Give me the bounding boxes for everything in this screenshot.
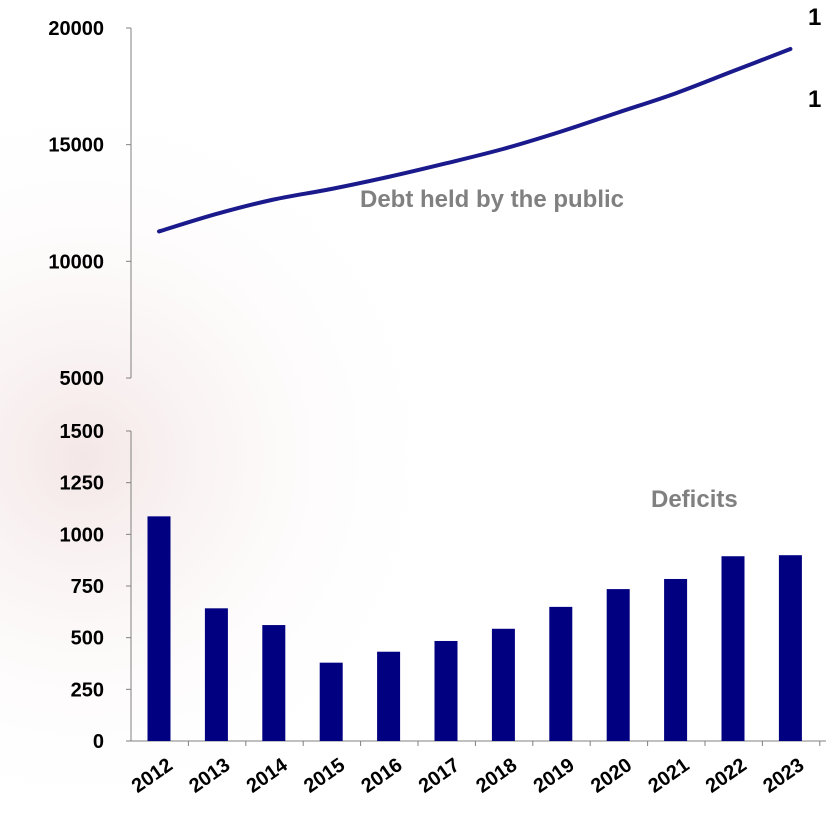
deficit-bar <box>262 625 286 741</box>
deficit-bar <box>778 555 802 741</box>
x-tick-label: 2012 <box>128 754 177 798</box>
deficit-bar <box>491 628 515 741</box>
x-tick-label: 2020 <box>587 754 636 798</box>
deficit-annotation: Deficits <box>651 486 738 513</box>
deficit-bar <box>147 516 171 741</box>
debt-y-tick-label: 10000 <box>48 251 104 273</box>
deficit-bar <box>319 662 343 741</box>
x-tick-label: 2019 <box>530 754 579 798</box>
x-tick-label: 2023 <box>759 754 808 798</box>
x-tick-label: 2013 <box>185 754 234 798</box>
deficit-bar <box>204 608 228 741</box>
x-tick-label: 2015 <box>300 754 349 798</box>
deficit-bar <box>606 589 630 741</box>
x-tick-label: 2018 <box>472 754 521 798</box>
deficit-y-tick-label: 1250 <box>60 473 105 495</box>
debt-y-tick-label: 20000 <box>48 18 104 40</box>
deficit-y-tick-label: 750 <box>71 576 104 598</box>
x-tick-label: 2021 <box>644 754 693 798</box>
x-tick-label: 2017 <box>415 754 464 798</box>
x-tick-label: 2016 <box>357 754 406 798</box>
right-edge-text-1: 1 <box>808 4 821 31</box>
debt-line-panel: 5000 10000 15000 20000 Debt held by the pub… <box>48 18 793 390</box>
deficit-bar <box>664 578 688 741</box>
deficit-bar <box>721 556 745 741</box>
debt-y-tick-label: 5000 <box>60 368 105 390</box>
right-edge-text-2: 1 <box>808 86 821 113</box>
deficit-y-tick-label: 250 <box>71 679 104 701</box>
deficit-bar <box>434 640 458 741</box>
deficit-y-tick-label: 1000 <box>60 524 105 546</box>
debt-series-line <box>157 47 793 234</box>
debt-y-tick-label: 15000 <box>48 135 104 157</box>
x-tick-label: 2014 <box>243 754 293 798</box>
debt-annotation: Debt held by the public <box>360 186 624 213</box>
deficit-bar <box>549 606 573 741</box>
x-tick-label: 2022 <box>702 754 751 798</box>
deficit-y-tick-label: 1500 <box>60 421 105 443</box>
deficit-bar <box>377 651 401 741</box>
deficit-y-tick-label: 0 <box>93 731 104 753</box>
deficit-y-tick-label: 500 <box>71 628 104 650</box>
